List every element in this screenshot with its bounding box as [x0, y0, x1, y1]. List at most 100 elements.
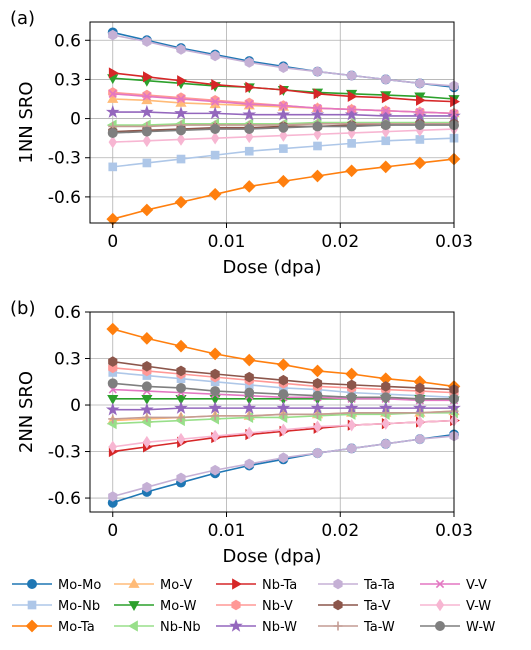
data-point-v-w: [279, 129, 288, 142]
data-point-mo-ta: [277, 174, 290, 188]
data-point-ta-ta: [278, 62, 288, 73]
data-point-ta-w: [381, 408, 391, 418]
data-point-mo-nb: [415, 135, 425, 144]
data-point-w-w: [176, 125, 186, 136]
data-point-w-w: [107, 378, 118, 389]
data-point-ta-v: [347, 379, 357, 391]
data-point-ta-ta: [312, 447, 323, 459]
legend-marker: [333, 599, 343, 611]
legend-entry-ta-ta: Ta-Ta: [318, 578, 395, 593]
data-point-mo-w: [107, 394, 119, 405]
data-point-nb-w: [140, 402, 154, 416]
legend-marker: [128, 578, 140, 588]
series-v-w: [108, 414, 459, 454]
legend-label: Mo-Ta: [58, 620, 95, 635]
data-point-ta-ta: [244, 57, 254, 68]
legend-label: Mo-V: [160, 578, 192, 593]
data-point-nb-ta: [347, 90, 358, 102]
legend-label: Mo-Mo: [58, 578, 101, 593]
data-point-w-w: [141, 381, 152, 392]
series-v-v: [108, 89, 459, 118]
data-point-v-w: [108, 135, 117, 149]
data-point-w-w: [414, 393, 425, 404]
data-point-ta-w: [142, 412, 152, 422]
data-point-ta-w: [347, 408, 357, 418]
data-point-ta-w: [210, 411, 220, 421]
data-point-nb-w: [276, 107, 291, 121]
legend-entry-w-w: W-W: [420, 620, 495, 635]
series-nb-ta: [108, 67, 460, 108]
data-point-w-w: [107, 127, 118, 138]
legend-marker: [229, 618, 243, 632]
legend: Mo-Mo Mo-Nb Mo-Ta Mo-V Mo-W Nb-Nb Nb-Ta Nb-V Nb-…: [12, 578, 495, 635]
data-point-mo-ta: [106, 322, 120, 336]
data-point-ta-ta: [347, 443, 357, 454]
data-point-nb-w: [208, 400, 222, 414]
data-point-w-w: [210, 386, 221, 397]
legend-label: Ta-V: [363, 599, 391, 614]
data-point-nb-w: [413, 108, 427, 122]
data-point-mo-nb: [313, 141, 322, 151]
data-point-mo-ta: [311, 169, 324, 183]
legend-marker: [232, 578, 242, 590]
data-point-v-w: [210, 429, 220, 443]
data-point-w-w: [346, 121, 357, 132]
y-tick-label: 0: [70, 396, 81, 416]
data-point-ta-v: [415, 382, 425, 394]
plot-frame: [89, 21, 455, 224]
data-point-ta-w: [313, 409, 322, 419]
x-tick-label: 0.01: [208, 232, 246, 252]
grid: [90, 22, 455, 223]
data-point-ta-ta: [347, 70, 357, 81]
data-point-ta-ta: [415, 78, 425, 89]
data-point-nb-ta: [279, 84, 290, 96]
data-point-nb-ta: [245, 81, 256, 93]
x-tick-label: 0: [107, 521, 118, 541]
data-point-v-v: [210, 97, 220, 106]
legend-label: Ta-W: [363, 620, 395, 635]
plot-frame: [89, 311, 455, 513]
legend-label: Mo-W: [160, 599, 197, 614]
data-point-mo-v: [107, 93, 119, 103]
data-point-mo-ta: [140, 203, 154, 217]
legend-marker: [25, 619, 39, 633]
data-point-w-w: [244, 124, 255, 135]
data-point-nb-ta: [416, 94, 426, 106]
legend-entry-mo-ta: Mo-Ta: [12, 619, 95, 635]
data-point-v-v: [108, 89, 117, 98]
data-point-ta-ta: [176, 44, 186, 55]
data-point-w-w: [380, 120, 391, 131]
x-axis-label: Dose (dpa): [223, 257, 322, 278]
series-w-w: [107, 120, 459, 138]
data-point-ta-w: [415, 408, 425, 418]
data-point-nb-ta: [381, 92, 392, 104]
legend-entry-nb-w: Nb-W: [216, 618, 297, 635]
data-point-v-v: [415, 107, 425, 117]
data-point-ta-ta: [108, 29, 118, 41]
data-point-ta-w: [278, 409, 288, 419]
panel-a-1nn-sro: 0 0.01 0.02 0.03 -0.6 -0.3 0 0.3 0.6 Dose (dpa) 1N…: [10, 8, 473, 278]
data-point-mo-ta: [277, 358, 290, 372]
legend-label: Nb-Ta: [262, 578, 297, 593]
legend-entry-mo-v: Mo-V: [114, 578, 192, 593]
data-point-mo-ta: [174, 339, 188, 353]
legend-label: W-W: [466, 620, 495, 635]
y-tick-label: 0.3: [54, 70, 81, 90]
data-point-nb-ta: [177, 75, 187, 87]
data-point-mo-ta: [174, 195, 188, 209]
legend-label: Ta-Ta: [363, 578, 395, 593]
x-tick-label: 0.02: [321, 521, 359, 541]
y-tick-label: 0.6: [54, 31, 81, 51]
data-point-nb-w: [105, 104, 120, 118]
data-point-ta-v: [312, 378, 323, 389]
legend-label: V-V: [466, 578, 487, 593]
data-point-ta-ta: [142, 36, 152, 47]
data-point-ta-v: [210, 368, 220, 380]
legend-entry-v-w: V-W: [420, 598, 491, 614]
legend-entry-mo-nb: Mo-Nb: [12, 599, 100, 614]
legend-entry-v-v: V-V: [420, 578, 487, 593]
data-point-v-w: [381, 417, 390, 430]
data-point-ta-w: [244, 411, 254, 421]
data-point-v-w: [176, 133, 186, 146]
data-point-v-v: [245, 100, 254, 109]
